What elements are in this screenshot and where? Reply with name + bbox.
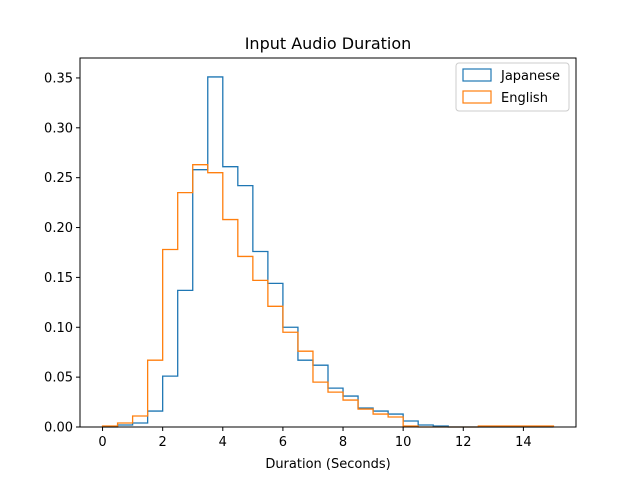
x-tick-label: 10 bbox=[395, 435, 412, 450]
x-axis-label: Duration (Seconds) bbox=[265, 457, 390, 472]
chart-title: Input Audio Duration bbox=[245, 34, 412, 53]
plot-frame bbox=[79, 57, 577, 428]
legend-swatch-japanese bbox=[462, 68, 492, 82]
axes-layer bbox=[79, 57, 577, 428]
y-tick-label: 0.20 bbox=[44, 221, 73, 236]
x-tick-label: 0 bbox=[98, 435, 106, 450]
y-tick-label: 0.00 bbox=[44, 421, 73, 436]
x-tick-label: 12 bbox=[455, 435, 472, 450]
y-tick-label: 0.35 bbox=[44, 71, 73, 86]
legend-label-japanese: Japanese bbox=[500, 69, 560, 84]
y-tick-label: 0.10 bbox=[44, 321, 73, 336]
x-tick-label: 2 bbox=[159, 435, 167, 450]
x-tick-label: 4 bbox=[219, 435, 227, 450]
x-tick-label: 14 bbox=[515, 435, 532, 450]
y-axis-ticks: 0.00 0.05 0.10 0.15 0.20 0.25 0.30 0.35 bbox=[44, 71, 80, 436]
y-tick-label: 0.30 bbox=[44, 121, 73, 136]
legend-swatch-english bbox=[462, 90, 492, 104]
x-tick-label: 6 bbox=[279, 435, 287, 450]
legend: Japanese English bbox=[455, 62, 570, 112]
legend-label-english: English bbox=[501, 91, 548, 106]
y-tick-label: 0.05 bbox=[44, 371, 73, 386]
histogram-step-japanese bbox=[102, 76, 554, 428]
y-tick-label: 0.25 bbox=[44, 171, 73, 186]
y-tick-label: 0.15 bbox=[44, 271, 73, 286]
legend-frame bbox=[455, 62, 570, 112]
x-axis-ticks: 0 2 4 6 8 10 12 14 bbox=[98, 427, 532, 450]
x-tick-label: 8 bbox=[339, 435, 347, 450]
